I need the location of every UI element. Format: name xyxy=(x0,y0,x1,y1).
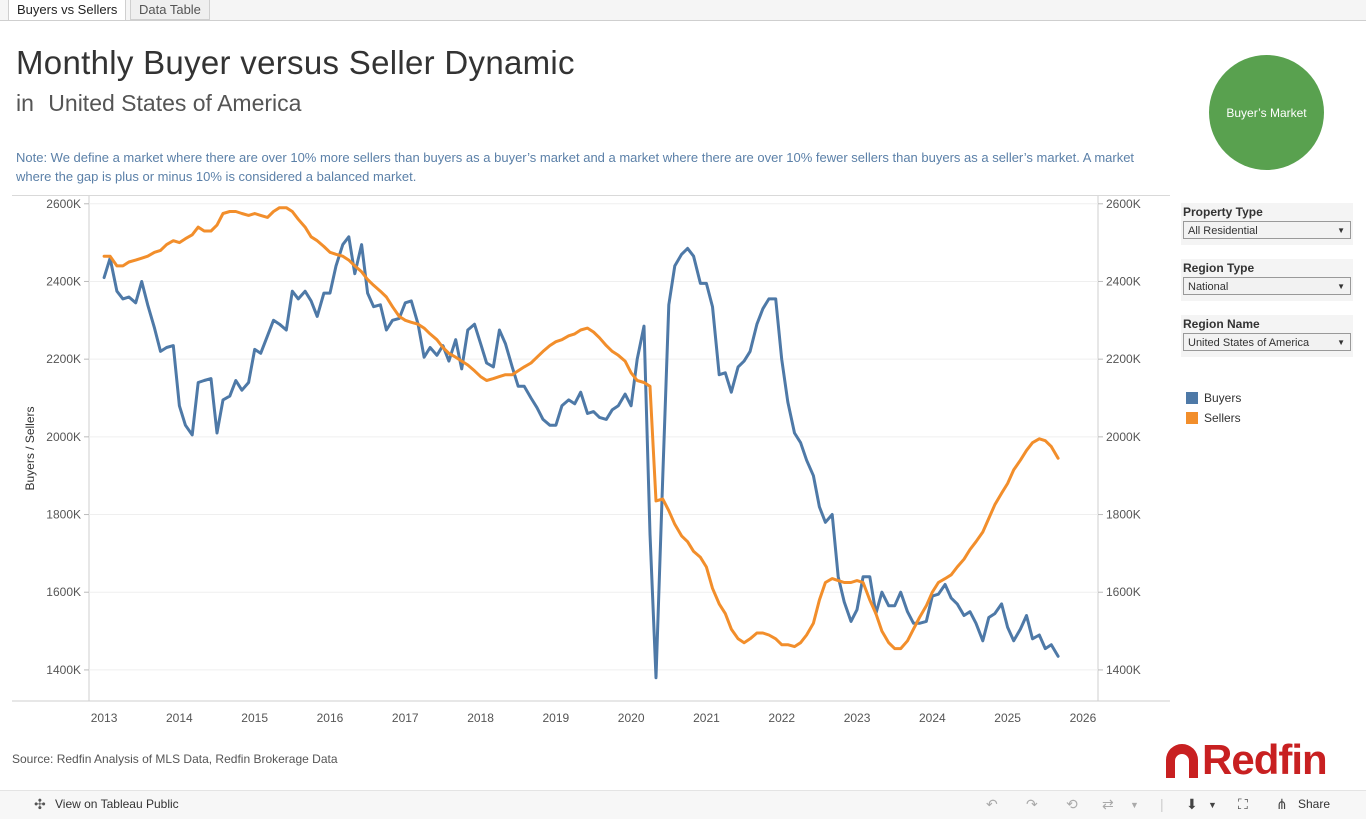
redo-icon[interactable]: ↷ xyxy=(1026,796,1038,812)
y-tick-label-left: 2400K xyxy=(46,274,81,288)
tableau-icon: ✣ xyxy=(34,796,46,812)
chevron-down-icon: ▼ xyxy=(1337,338,1345,347)
y-tick-label-left: 1800K xyxy=(46,508,81,522)
region-type-value: National xyxy=(1188,281,1229,293)
market-status-label: Buyer’s Market xyxy=(1226,105,1307,120)
chevron-down-icon: ▼ xyxy=(1337,282,1345,291)
y-tick-label-left: 1400K xyxy=(46,663,81,677)
redfin-logo[interactable]: Redfin xyxy=(1162,736,1328,783)
y-tick-label-right: 1400K xyxy=(1106,663,1141,677)
refresh-icon[interactable]: ⇄ xyxy=(1102,796,1114,812)
x-tick-label: 2022 xyxy=(768,711,795,725)
filter-label-property-type: Property Type xyxy=(1183,205,1263,219)
x-tick-label: 2020 xyxy=(618,711,645,725)
line-chart: 1400K 1400K 1600K 1600K 1800K 1800K 2000K 2000K… xyxy=(12,196,1170,725)
chart-container: 1400K 1400K 1600K 1600K 1800K 1800K 2000K 2000K… xyxy=(12,195,1170,725)
chevron-down-icon: ▼ xyxy=(1337,226,1345,235)
x-tick-label: 2013 xyxy=(91,711,118,725)
y-axis-title: Buyers / Sellers xyxy=(23,406,37,490)
y-tick-label-left: 2000K xyxy=(46,430,81,444)
subtitle-prefix: in xyxy=(16,90,34,116)
source-note: Source: Redfin Analysis of MLS Data, Red… xyxy=(12,752,338,766)
tab-buyers-vs-sellers[interactable]: Buyers vs Sellers xyxy=(8,0,127,21)
x-tick-label: 2014 xyxy=(166,711,193,725)
y-tick-label-right: 1800K xyxy=(1106,508,1141,522)
y-tick-label-right: 1600K xyxy=(1106,585,1141,599)
property-type-select[interactable]: All Residential ▼ xyxy=(1183,221,1351,239)
page-subtitle: in United States of America xyxy=(16,90,301,117)
y-tick-label-left: 2600K xyxy=(46,197,81,211)
chevron-down-icon[interactable]: ▼ xyxy=(1208,800,1217,810)
download-icon[interactable]: ⬇ xyxy=(1186,796,1198,812)
x-tick-label: 2024 xyxy=(919,711,946,725)
y-tick-label-right: 2200K xyxy=(1106,352,1141,366)
tab-data-table[interactable]: Data Table xyxy=(130,0,210,20)
share-icon[interactable]: ⋔ xyxy=(1276,796,1288,812)
tableau-toolbar: ✣ View on Tableau Public ↶ ↷ ⟲ ⇄ ▼ | ⬇ ▼… xyxy=(0,790,1366,819)
legend-swatch-buyers xyxy=(1186,392,1198,404)
revert-icon[interactable]: ⟲ xyxy=(1066,796,1078,812)
redfin-house-icon xyxy=(1166,744,1198,778)
subtitle-region: United States of America xyxy=(48,90,302,116)
toolbar-divider: | xyxy=(1160,796,1164,812)
series-line-buyers xyxy=(102,235,1060,680)
market-definition-note: Note: We define a market where there are… xyxy=(16,150,1135,184)
x-tick-label: 2023 xyxy=(844,711,871,725)
region-name-value: United States of America xyxy=(1188,337,1310,349)
x-tick-label: 2016 xyxy=(317,711,344,725)
x-tick-label: 2025 xyxy=(994,711,1021,725)
region-name-select[interactable]: United States of America ▼ xyxy=(1183,333,1351,351)
legend-swatch-sellers xyxy=(1186,412,1198,424)
filter-label-region-type: Region Type xyxy=(1183,261,1255,275)
property-type-value: All Residential xyxy=(1188,225,1258,237)
tab-bar: Buyers vs Sellers Data Table xyxy=(0,0,1366,21)
x-tick-label: 2017 xyxy=(392,711,419,725)
y-tick-label-right: 2000K xyxy=(1106,430,1141,444)
fullscreen-icon[interactable]: ⛶ xyxy=(1238,796,1248,812)
legend-item-sellers[interactable]: Sellers xyxy=(1186,411,1241,425)
redfin-logo-text: Redfin xyxy=(1202,736,1328,783)
market-status-badge: Buyer’s Market xyxy=(1209,55,1324,170)
filter-label-region-name: Region Name xyxy=(1183,317,1260,331)
legend-item-buyers[interactable]: Buyers xyxy=(1186,391,1241,405)
share-button[interactable]: Share xyxy=(1298,797,1331,811)
y-tick-label-right: 2400K xyxy=(1106,274,1141,288)
x-tick-label: 2019 xyxy=(542,711,569,725)
x-tick-label: 2026 xyxy=(1070,711,1097,725)
region-type-select[interactable]: National ▼ xyxy=(1183,277,1351,295)
view-on-tableau-link[interactable]: View on Tableau Public xyxy=(55,797,179,811)
y-tick-label-left: 1600K xyxy=(46,585,81,599)
undo-icon[interactable]: ↶ xyxy=(986,796,998,812)
page-title: Monthly Buyer versus Seller Dynamic xyxy=(16,44,575,81)
x-tick-label: 2021 xyxy=(693,711,720,725)
chevron-down-icon[interactable]: ▼ xyxy=(1130,800,1139,810)
x-tick-label: 2018 xyxy=(467,711,494,725)
y-tick-label-right: 2600K xyxy=(1106,197,1141,211)
y-tick-label-left: 2200K xyxy=(46,352,81,366)
legend-label-buyers: Buyers xyxy=(1204,391,1242,405)
series-line-sellers xyxy=(102,206,1060,651)
x-tick-label: 2015 xyxy=(241,711,268,725)
legend-label-sellers: Sellers xyxy=(1204,411,1241,425)
